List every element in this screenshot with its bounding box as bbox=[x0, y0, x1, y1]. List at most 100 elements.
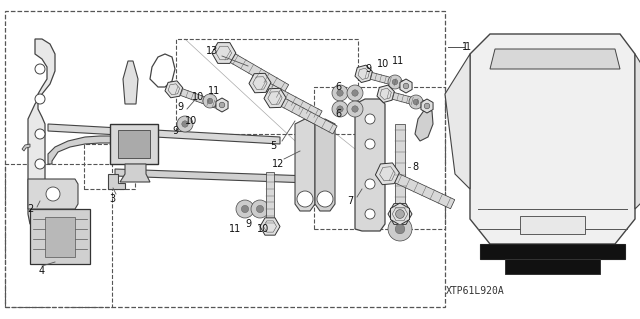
Circle shape bbox=[352, 106, 358, 112]
Polygon shape bbox=[421, 99, 433, 113]
Polygon shape bbox=[390, 203, 410, 225]
Circle shape bbox=[257, 205, 264, 212]
Text: 5: 5 bbox=[270, 141, 276, 151]
Text: 7: 7 bbox=[347, 196, 353, 206]
Polygon shape bbox=[355, 99, 385, 231]
Polygon shape bbox=[315, 119, 335, 211]
Polygon shape bbox=[445, 54, 470, 189]
Circle shape bbox=[403, 83, 409, 89]
Circle shape bbox=[396, 224, 405, 234]
Text: 10: 10 bbox=[257, 224, 269, 234]
Text: 10: 10 bbox=[192, 92, 204, 102]
Circle shape bbox=[347, 101, 363, 117]
Polygon shape bbox=[123, 61, 138, 104]
Polygon shape bbox=[173, 86, 218, 108]
Circle shape bbox=[396, 210, 404, 219]
Polygon shape bbox=[395, 124, 405, 214]
Polygon shape bbox=[355, 65, 372, 83]
Polygon shape bbox=[30, 209, 90, 264]
Text: 11: 11 bbox=[229, 224, 241, 234]
Circle shape bbox=[424, 103, 430, 109]
Circle shape bbox=[251, 200, 269, 218]
Text: 13: 13 bbox=[206, 46, 218, 56]
Circle shape bbox=[297, 191, 313, 207]
Polygon shape bbox=[48, 124, 280, 144]
Polygon shape bbox=[377, 85, 394, 102]
Text: 3: 3 bbox=[109, 194, 115, 204]
Polygon shape bbox=[505, 259, 600, 274]
Polygon shape bbox=[520, 216, 585, 234]
Circle shape bbox=[241, 205, 248, 212]
Text: 9: 9 bbox=[245, 219, 251, 229]
Polygon shape bbox=[295, 119, 315, 211]
Polygon shape bbox=[264, 88, 286, 108]
Polygon shape bbox=[400, 79, 412, 93]
Text: 10: 10 bbox=[185, 116, 197, 126]
Text: 1: 1 bbox=[462, 42, 468, 52]
Polygon shape bbox=[115, 169, 310, 183]
Text: 4: 4 bbox=[39, 266, 45, 276]
Text: 6: 6 bbox=[335, 82, 341, 92]
Polygon shape bbox=[363, 70, 403, 87]
Text: 12: 12 bbox=[272, 159, 284, 169]
Circle shape bbox=[365, 114, 375, 124]
Circle shape bbox=[347, 85, 363, 101]
Polygon shape bbox=[28, 179, 78, 209]
Circle shape bbox=[35, 159, 45, 169]
Circle shape bbox=[365, 209, 375, 219]
Polygon shape bbox=[376, 163, 399, 185]
Circle shape bbox=[332, 85, 348, 101]
Polygon shape bbox=[635, 54, 640, 209]
Text: 8: 8 bbox=[412, 162, 418, 172]
Polygon shape bbox=[216, 98, 228, 112]
Polygon shape bbox=[28, 39, 55, 224]
Polygon shape bbox=[388, 204, 412, 224]
Circle shape bbox=[392, 79, 398, 85]
Circle shape bbox=[332, 101, 348, 117]
Text: 11: 11 bbox=[208, 86, 220, 96]
Text: XTP61L920A: XTP61L920A bbox=[445, 286, 504, 296]
Polygon shape bbox=[273, 94, 337, 134]
Polygon shape bbox=[470, 34, 635, 244]
Polygon shape bbox=[45, 217, 75, 257]
Circle shape bbox=[365, 179, 375, 189]
Text: 1: 1 bbox=[465, 42, 471, 52]
Circle shape bbox=[207, 98, 212, 104]
Text: 10: 10 bbox=[377, 59, 389, 69]
Text: 9: 9 bbox=[365, 64, 371, 74]
Polygon shape bbox=[118, 130, 150, 158]
Polygon shape bbox=[165, 81, 183, 98]
Circle shape bbox=[409, 95, 423, 109]
Circle shape bbox=[46, 187, 60, 201]
Text: 11: 11 bbox=[392, 56, 404, 66]
Circle shape bbox=[388, 217, 412, 241]
Polygon shape bbox=[221, 49, 289, 93]
Polygon shape bbox=[120, 164, 150, 182]
Polygon shape bbox=[258, 79, 322, 119]
Polygon shape bbox=[22, 144, 30, 151]
Circle shape bbox=[413, 99, 419, 105]
Circle shape bbox=[35, 64, 45, 74]
Circle shape bbox=[337, 90, 343, 96]
Circle shape bbox=[219, 102, 225, 108]
Polygon shape bbox=[385, 91, 425, 108]
Circle shape bbox=[388, 75, 402, 89]
Circle shape bbox=[337, 106, 343, 112]
Text: 2: 2 bbox=[27, 204, 33, 214]
Text: 6: 6 bbox=[335, 109, 341, 119]
Text: 9: 9 bbox=[177, 102, 183, 112]
Circle shape bbox=[352, 90, 358, 96]
Polygon shape bbox=[266, 172, 274, 226]
Polygon shape bbox=[249, 73, 271, 93]
Circle shape bbox=[236, 200, 254, 218]
Polygon shape bbox=[260, 218, 280, 235]
Circle shape bbox=[365, 139, 375, 149]
Circle shape bbox=[35, 129, 45, 139]
Text: 9: 9 bbox=[172, 126, 178, 136]
Polygon shape bbox=[110, 124, 158, 164]
Polygon shape bbox=[212, 43, 236, 63]
Polygon shape bbox=[108, 174, 125, 189]
Circle shape bbox=[317, 191, 333, 207]
Polygon shape bbox=[415, 109, 433, 141]
Circle shape bbox=[182, 121, 188, 127]
